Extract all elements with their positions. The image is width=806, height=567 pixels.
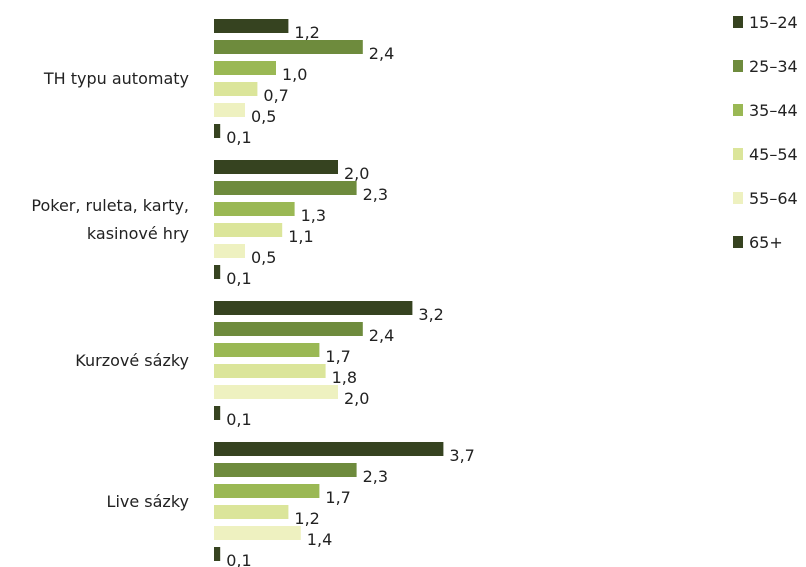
bars (214, 19, 444, 561)
bar-25-34-4 (214, 463, 357, 477)
value-label: 0,5 (251, 248, 276, 267)
bar-15-24-1 (214, 19, 289, 33)
legend-label-45-54: 45–54 (749, 145, 798, 164)
value-label: 0,7 (263, 86, 288, 105)
legend-swatch-65 (733, 236, 743, 248)
value-label: 0,1 (226, 410, 251, 429)
bar-45-54-2 (214, 223, 283, 237)
category-label-poker-ruleta-karty: Poker, ruleta, karty, (31, 196, 189, 215)
bar-25-34-3 (214, 322, 363, 336)
bar-45-54-4 (214, 505, 289, 519)
legend: 15–24 25–34 35–44 45–54 55–64 65+ (733, 13, 798, 252)
bar-55-64-2 (214, 244, 245, 258)
category-label-live-sazky: Live sázky (107, 492, 189, 511)
value-label: 2,4 (369, 44, 394, 63)
value-label: 0,1 (226, 269, 251, 288)
bar-55-64-1 (214, 103, 245, 117)
legend-label-25-34: 25–34 (749, 57, 798, 76)
bar-65-4 (214, 547, 221, 561)
bar-55-64-3 (214, 385, 338, 399)
value-label: 0,1 (226, 128, 251, 147)
legend-label-65: 65+ (749, 233, 783, 252)
value-label: 2,0 (344, 389, 369, 408)
value-label: 0,5 (251, 107, 276, 126)
value-label: 1,0 (282, 65, 307, 84)
legend-swatch-25-34 (733, 60, 743, 72)
value-label: 2,3 (363, 185, 388, 204)
category-label-kurzove-sazky: Kurzové sázky (75, 351, 189, 370)
value-label: 1,7 (325, 347, 350, 366)
bar-15-24-3 (214, 301, 413, 315)
value-label: 1,8 (332, 368, 357, 387)
legend-label-15-24: 15–24 (749, 13, 798, 32)
legend-swatch-35-44 (733, 104, 743, 116)
bar-65-3 (214, 406, 221, 420)
bar-55-64-4 (214, 526, 301, 540)
value-label: 1,3 (301, 206, 326, 225)
bar-65-1 (214, 124, 221, 138)
bar-35-44-4 (214, 484, 320, 498)
bar-45-54-1 (214, 82, 258, 96)
legend-swatch-55-64 (733, 192, 743, 204)
bar-15-24-4 (214, 442, 444, 456)
value-label: 1,4 (307, 530, 332, 549)
bar-15-24-2 (214, 160, 338, 174)
value-label: 3,2 (418, 305, 443, 324)
bar-25-34-1 (214, 40, 363, 54)
value-label: 1,2 (294, 509, 319, 528)
value-label: 2,0 (344, 164, 369, 183)
bar-35-44-3 (214, 343, 320, 357)
value-label: 1,7 (325, 488, 350, 507)
category-label-th-typu-automaty: TH typu automaty (43, 69, 189, 88)
bar-35-44-2 (214, 202, 295, 216)
category-labels: TH typu automaty Poker, ruleta, karty, kas… (31, 69, 189, 511)
legend-swatch-15-24 (733, 16, 743, 28)
bar-35-44-1 (214, 61, 276, 75)
bar-45-54-3 (214, 364, 326, 378)
value-label: 1,1 (288, 227, 313, 246)
bar-65-2 (214, 265, 221, 279)
legend-label-35-44: 35–44 (749, 101, 798, 120)
value-label: 2,3 (363, 467, 388, 486)
legend-label-55-64: 55–64 (749, 189, 798, 208)
value-label: 2,4 (369, 326, 394, 345)
value-label: 1,2 (294, 23, 319, 42)
value-label: 3,7 (449, 446, 474, 465)
bar-25-34-2 (214, 181, 357, 195)
value-labels: 1,22,41,00,70,50,12,02,31,31,10,50,13,22… (226, 23, 475, 567)
legend-swatch-45-54 (733, 148, 743, 160)
value-label: 0,1 (226, 551, 251, 567)
category-label-kasinove-hry: kasinové hry (87, 224, 189, 243)
